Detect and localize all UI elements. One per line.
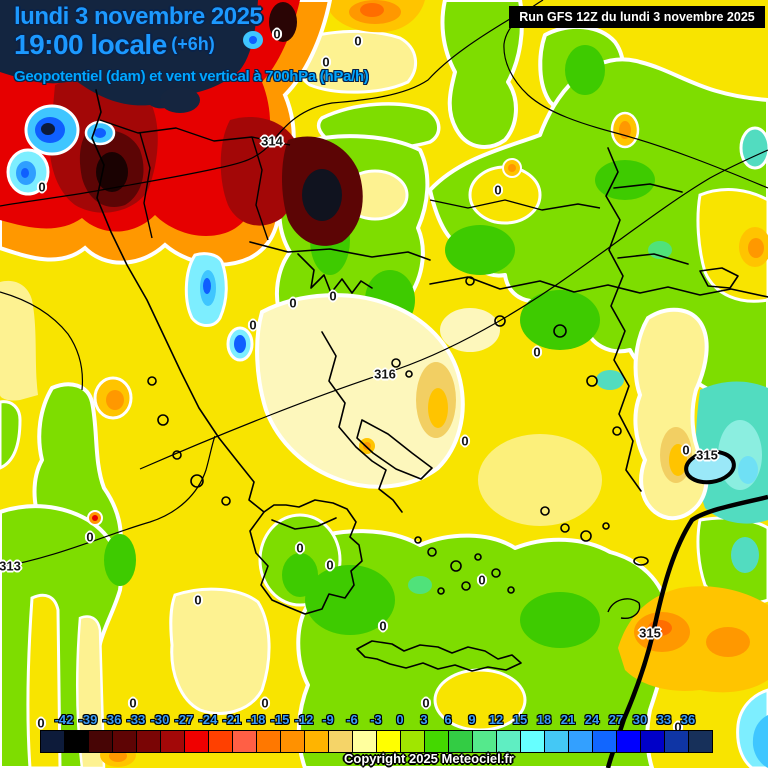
scale-swatch — [353, 731, 377, 752]
scale-tick: 30 — [632, 712, 648, 727]
scale-tick: -30 — [150, 712, 170, 727]
geopotential-contour-315-bold — [605, 449, 768, 768]
scale-swatch — [209, 731, 233, 752]
scale-swatch — [185, 731, 209, 752]
scale-swatch — [689, 731, 712, 752]
country-borders — [99, 119, 601, 241]
scale-tick: 27 — [608, 712, 624, 727]
scale-bar — [40, 730, 713, 753]
scale-swatch — [497, 731, 521, 752]
scale-swatch — [233, 731, 257, 752]
scale-swatch — [569, 731, 593, 752]
scale-tick: 0 — [396, 712, 404, 727]
scale-swatch — [377, 731, 401, 752]
scale-ticks: -42 -39 -36 -33 -30 -27 -24 -21 -18 -15 -12 -9 -6 -3 0… — [40, 712, 712, 728]
title-block: lundi 3 novembre 2025 19:00 locale (+6h)… — [14, 4, 369, 85]
scale-tick: 21 — [560, 712, 576, 727]
scale-swatch — [257, 731, 281, 752]
map-time: 19:00 locale — [14, 28, 167, 60]
scale-swatch — [425, 731, 449, 752]
geopotential-contours — [0, 0, 768, 619]
scale-tick: 9 — [468, 712, 476, 727]
map-time-row: 19:00 locale (+6h) — [14, 28, 369, 60]
scale-tick: 36 — [680, 712, 696, 727]
scale-tick: 24 — [584, 712, 600, 727]
scale-tick: -39 — [78, 712, 98, 727]
scale-swatch — [473, 731, 497, 752]
scale-tick: -21 — [222, 712, 242, 727]
scale-swatch — [329, 731, 353, 752]
scale-swatch — [449, 731, 473, 752]
scale-tick: 6 — [444, 712, 452, 727]
coastlines — [91, 89, 768, 672]
model-run-info: Run GFS 12Z du lundi 3 novembre 2025 — [509, 6, 765, 28]
scale-swatch — [641, 731, 665, 752]
scale-tick: -6 — [346, 712, 358, 727]
scale-tick: -42 — [54, 712, 74, 727]
scale-swatch — [113, 731, 137, 752]
scale-swatch — [401, 731, 425, 752]
scale-tick: -27 — [174, 712, 194, 727]
scale-swatch — [89, 731, 113, 752]
copyright-notice: Copyright 2025 Meteociel.fr — [344, 751, 514, 766]
scale-tick: 33 — [656, 712, 672, 727]
map-parameter-subtitle: Geopotentiel (dam) et vent vertical à 70… — [14, 68, 369, 86]
scale-swatch — [65, 731, 89, 752]
scale-swatch — [665, 731, 689, 752]
scale-tick: -9 — [322, 712, 334, 727]
scale-swatch — [545, 731, 569, 752]
scale-swatch — [593, 731, 617, 752]
scale-swatch — [137, 731, 161, 752]
scale-swatch — [305, 731, 329, 752]
scale-swatch — [617, 731, 641, 752]
scale-swatch — [521, 731, 545, 752]
blue-spots — [6, 31, 768, 768]
scale-tick: -12 — [294, 712, 314, 727]
scale-tick: -33 — [126, 712, 146, 727]
scale-tick: -15 — [270, 712, 290, 727]
scale-swatch — [281, 731, 305, 752]
scale-tick: -18 — [246, 712, 266, 727]
scale-tick: -36 — [102, 712, 122, 727]
scale-tick: -3 — [370, 712, 382, 727]
cream-center — [255, 293, 500, 489]
scale-tick: -24 — [198, 712, 218, 727]
map-date: lundi 3 novembre 2025 — [14, 3, 263, 30]
scale-tick: 3 — [420, 712, 428, 727]
negative-vv-cluster — [0, 0, 363, 267]
map-forecast-offset: (+6h) — [171, 33, 215, 54]
scale-tick: 18 — [536, 712, 552, 727]
scale-tick: 12 — [488, 712, 504, 727]
scale-tick: 15 — [512, 712, 528, 727]
scale-swatch — [41, 731, 65, 752]
scale-swatch — [161, 731, 185, 752]
